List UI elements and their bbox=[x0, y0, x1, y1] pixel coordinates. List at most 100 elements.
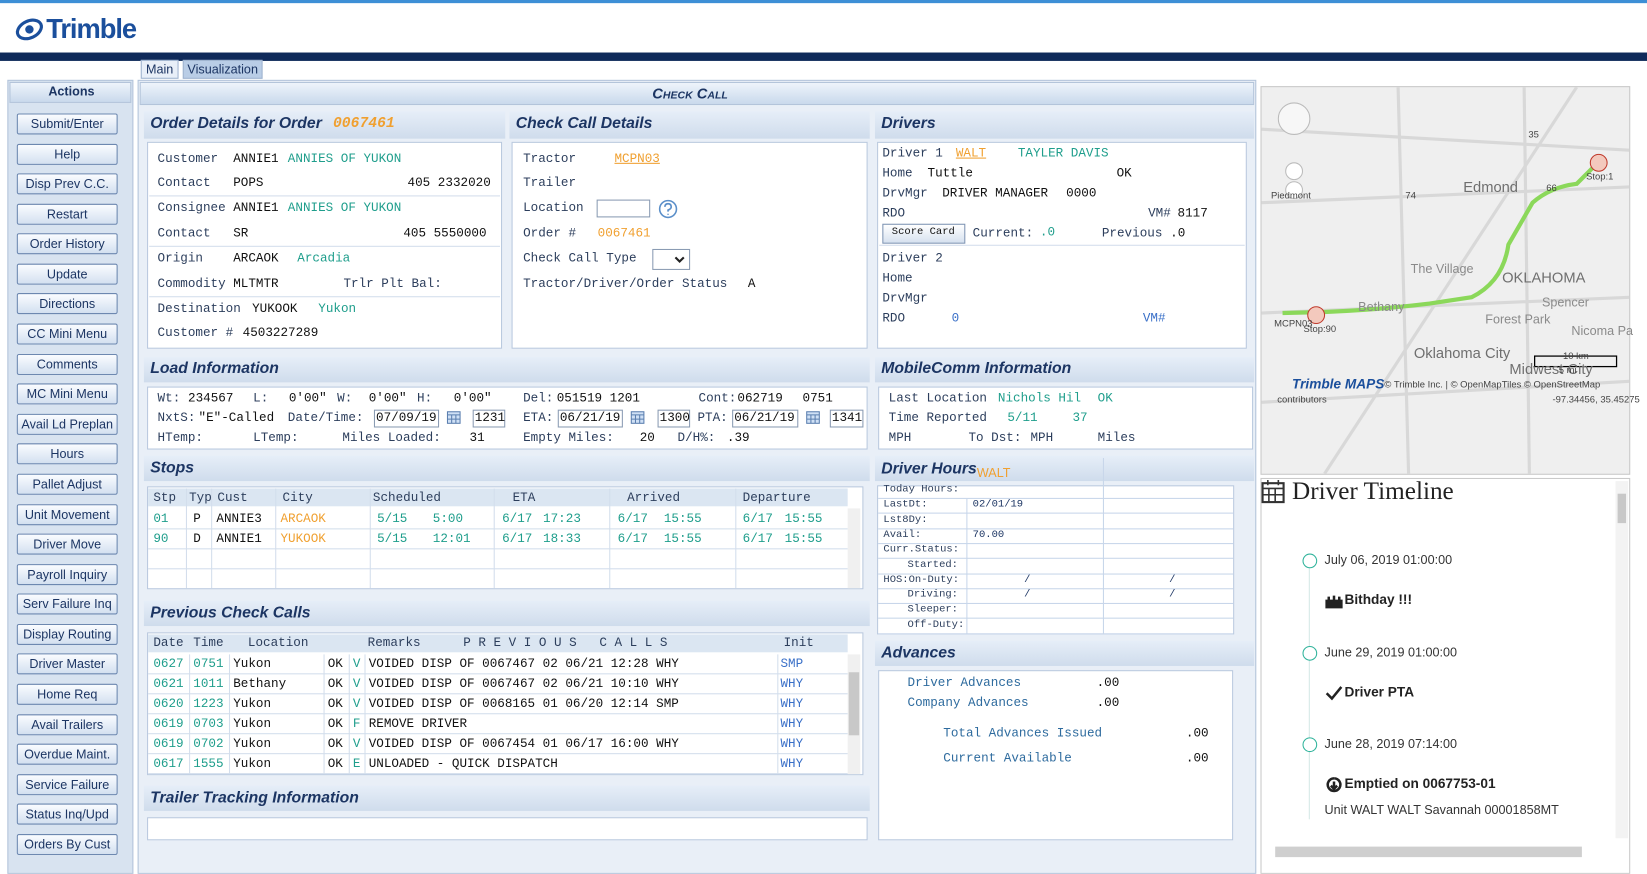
action-button[interactable]: Overdue Maint. bbox=[16, 743, 118, 765]
field-value: .00 bbox=[1185, 725, 1209, 741]
row-line bbox=[148, 713, 848, 715]
action-button[interactable]: Serv Failure Inq bbox=[16, 593, 118, 615]
section-header bbox=[143, 785, 870, 811]
cell: Yukon bbox=[233, 736, 272, 752]
coordinates: -97.34456, 35.45275 bbox=[1552, 393, 1640, 405]
map-place: Oklahoma City bbox=[1413, 344, 1511, 362]
field-value: 062719 bbox=[737, 390, 783, 406]
section-body bbox=[147, 141, 503, 349]
hours-value: / bbox=[1024, 574, 1031, 586]
row-line bbox=[148, 773, 848, 775]
column-line bbox=[369, 488, 371, 589]
action-button[interactable]: Order History bbox=[16, 233, 118, 255]
field-label: Origin bbox=[157, 251, 203, 266]
action-button[interactable]: Status Inq/Upd bbox=[16, 803, 118, 825]
action-button[interactable]: CC Mini Menu bbox=[16, 323, 118, 345]
column-header: Init bbox=[783, 635, 814, 651]
cell: OK bbox=[327, 736, 343, 752]
cell: ANNIE3 bbox=[216, 511, 262, 527]
cell: 0751 bbox=[193, 656, 224, 672]
action-button[interactable]: Pallet Adjust bbox=[16, 473, 118, 495]
section-header bbox=[874, 640, 1255, 666]
action-button[interactable]: Unit Movement bbox=[16, 504, 118, 526]
hours-value: / bbox=[1024, 589, 1031, 601]
hours-value: / bbox=[1169, 574, 1176, 586]
scrollbar-h bbox=[1275, 846, 1582, 858]
hours-label: Driving: bbox=[907, 589, 958, 601]
section-header bbox=[874, 455, 1255, 482]
cell: Bethany bbox=[233, 676, 287, 692]
action-button[interactable]: Directions bbox=[16, 293, 118, 315]
action-button[interactable]: Submit/Enter bbox=[16, 113, 118, 135]
field-value: 1341 bbox=[831, 410, 863, 426]
action-button[interactable]: Display Routing bbox=[16, 623, 118, 645]
action-button[interactable]: Home Req bbox=[16, 683, 118, 705]
cell: 5/15 bbox=[377, 531, 408, 547]
type-dropdown[interactable] bbox=[652, 248, 691, 270]
action-button[interactable]: Driver Master bbox=[16, 653, 118, 675]
field-value: 4503227289 bbox=[242, 325, 319, 341]
cell: 0617 bbox=[153, 756, 184, 771]
input-field bbox=[732, 409, 799, 428]
section-title: MobileComm Information bbox=[881, 359, 1072, 378]
action-button[interactable]: Driver Move bbox=[16, 533, 118, 555]
section-body bbox=[147, 632, 864, 776]
cell: YUKOOK bbox=[280, 531, 326, 547]
field-value: 0000 bbox=[1066, 185, 1097, 201]
field-label: Driver 2 bbox=[882, 251, 943, 266]
event-label: Driver PTA bbox=[1344, 683, 1415, 700]
order-number: 0067461 bbox=[332, 115, 395, 133]
tab[interactable]: Visualization bbox=[182, 59, 263, 79]
timeline-dot bbox=[1302, 553, 1318, 569]
event-time: July 06, 2019 01:00:00 bbox=[1324, 552, 1453, 568]
column-line bbox=[348, 654, 350, 775]
field-label: Previous bbox=[1101, 225, 1163, 241]
row-line bbox=[148, 733, 848, 735]
action-button[interactable]: MC Mini Menu bbox=[16, 383, 118, 405]
section-header bbox=[874, 357, 1255, 383]
action-button[interactable]: Update bbox=[16, 263, 118, 285]
cell: OK bbox=[327, 756, 343, 771]
cell: OK bbox=[327, 656, 343, 672]
hours-value: 70.00 bbox=[972, 529, 1005, 541]
action-button[interactable]: Service Failure bbox=[16, 774, 118, 796]
row-line bbox=[148, 673, 848, 675]
field-value: OK bbox=[1097, 390, 1113, 406]
field-value: 051519 1201 bbox=[556, 390, 640, 406]
field-label: W: bbox=[337, 390, 353, 406]
cell: OK bbox=[327, 696, 343, 712]
action-button[interactable]: Comments bbox=[16, 353, 118, 375]
field-value: ARCAOK bbox=[233, 251, 279, 266]
calendar-icon bbox=[446, 411, 461, 424]
cell: E bbox=[352, 756, 361, 771]
action-button[interactable]: Payroll Inquiry bbox=[16, 564, 118, 586]
section-body bbox=[147, 817, 868, 841]
cell: 6/17 bbox=[617, 531, 648, 547]
score-card-button[interactable] bbox=[882, 223, 966, 244]
field-label: Contact bbox=[157, 175, 211, 191]
tab[interactable]: Main bbox=[140, 59, 179, 79]
action-button[interactable]: Avail Ld Preplan bbox=[16, 413, 118, 435]
column-line bbox=[211, 488, 213, 589]
map-place: The Village bbox=[1410, 261, 1474, 277]
field-value: WALT bbox=[955, 146, 987, 161]
column-line bbox=[966, 498, 968, 635]
row-line bbox=[878, 557, 1234, 560]
field-label: Driver 1 bbox=[882, 146, 943, 161]
action-button[interactable]: Disp Prev C.C. bbox=[16, 173, 118, 195]
action-button[interactable]: Hours bbox=[16, 443, 118, 465]
location-input[interactable] bbox=[596, 199, 651, 218]
action-button[interactable]: Help bbox=[16, 143, 118, 165]
action-button[interactable]: Avail Trailers bbox=[16, 714, 118, 736]
unit-label: MCPN03 bbox=[1274, 318, 1313, 329]
field-value: SR bbox=[233, 225, 249, 241]
row-line bbox=[878, 633, 1234, 635]
cell: 0621 bbox=[153, 676, 184, 692]
field-label: Miles Loaded: bbox=[342, 430, 441, 446]
action-button[interactable]: Orders By Cust bbox=[16, 834, 118, 856]
field-value: A bbox=[747, 276, 756, 291]
field-value: .39 bbox=[726, 430, 750, 446]
field-value: "E"-Called bbox=[198, 410, 275, 426]
action-button[interactable]: Restart bbox=[16, 203, 118, 225]
cell: 6/17 bbox=[617, 511, 648, 527]
